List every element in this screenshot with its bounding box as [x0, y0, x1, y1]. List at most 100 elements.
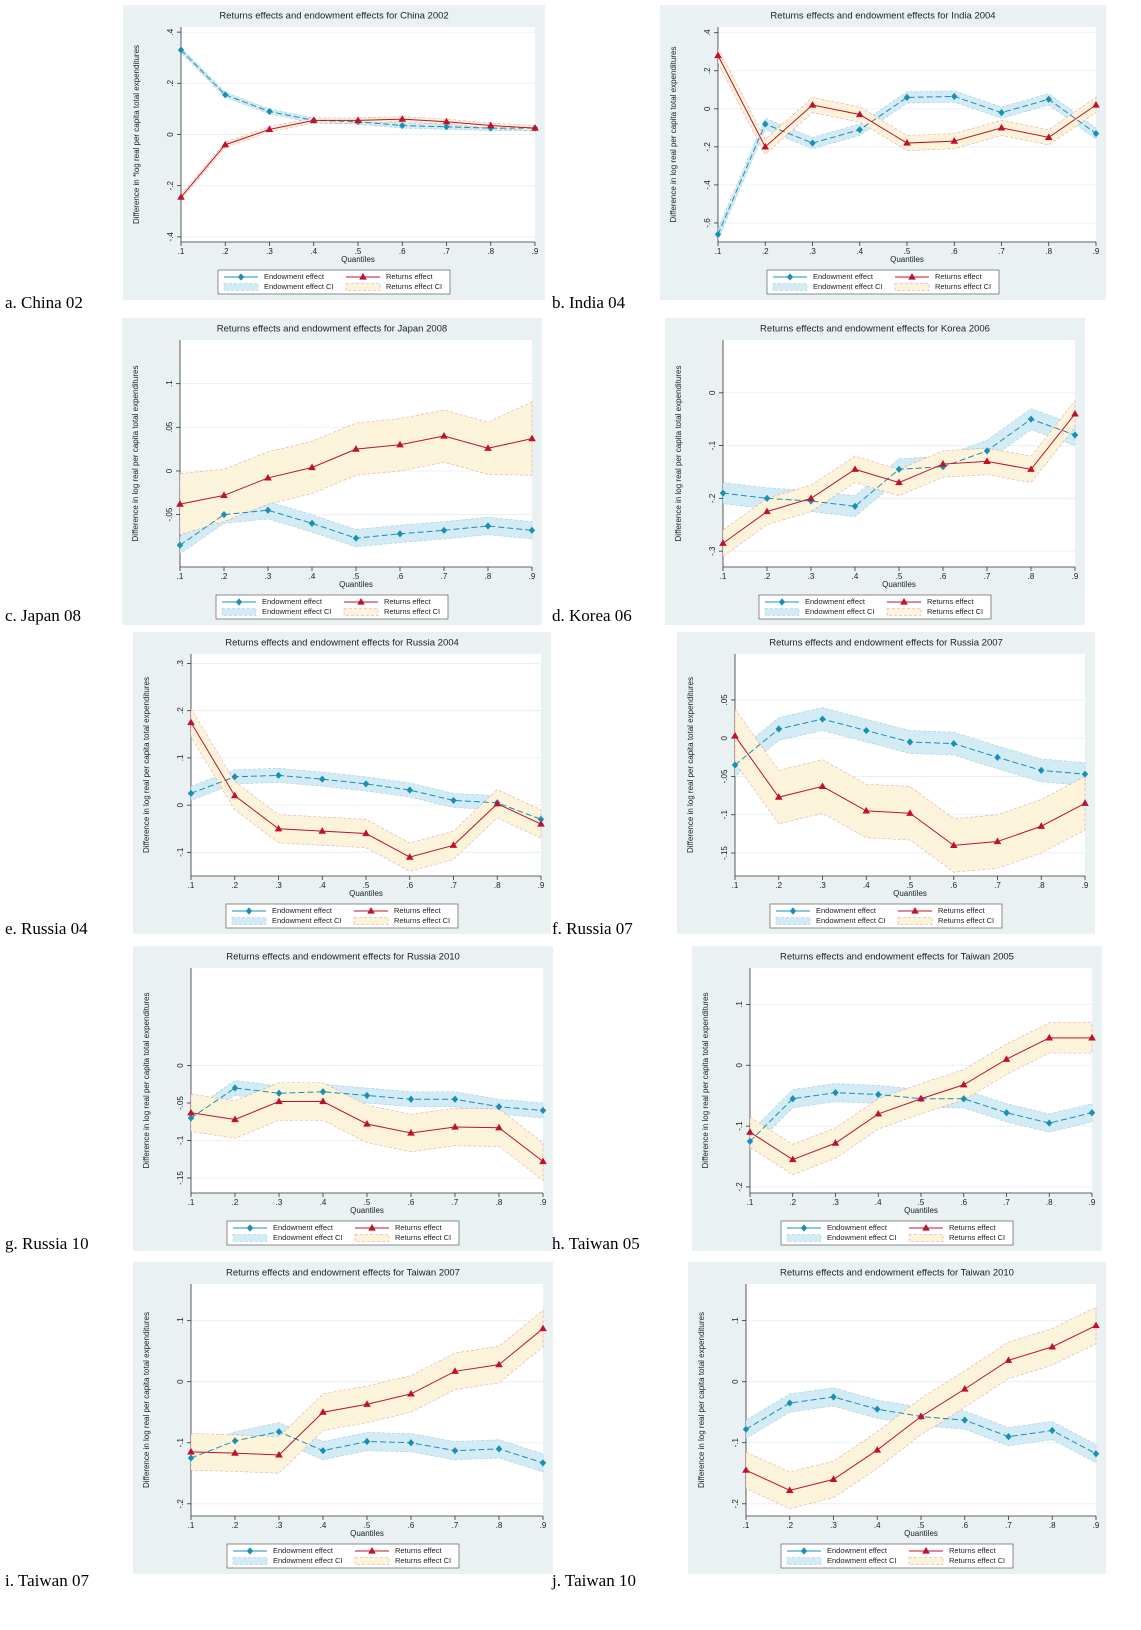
endowment-marker [950, 739, 957, 748]
x-tick-label: .1 [720, 572, 727, 581]
y-tick-label: 0 [176, 1063, 185, 1068]
returns-marker [264, 473, 272, 481]
endowment-marker [951, 92, 958, 101]
chart-title: Returns effects and endowment effects fo… [217, 324, 447, 335]
x-tick-label: .6 [950, 881, 957, 890]
ci-band [190, 1309, 544, 1474]
returns-marker [407, 1129, 415, 1136]
x-tick-label: .8 [1046, 1198, 1053, 1207]
returns-marker [761, 142, 770, 150]
returns-marker [1037, 822, 1046, 829]
legend-swatch [231, 917, 267, 925]
endowment-marker [187, 1454, 195, 1462]
chart-title: Returns effects and endowment effects fo… [769, 638, 1003, 649]
x-tick-label: .8 [496, 1521, 503, 1530]
endowment-marker [275, 1428, 283, 1436]
endowment-marker [440, 526, 448, 534]
ci-band [734, 708, 1086, 873]
returns-marker [788, 1155, 797, 1163]
returns-marker [274, 824, 283, 832]
y-tick-label: .2 [703, 67, 712, 74]
legend-label: Endowment effect [273, 1223, 334, 1232]
x-tick-label: .3 [276, 1521, 283, 1530]
x-tick-label: .4 [320, 1521, 327, 1530]
endowment-marker [450, 796, 457, 805]
y-axis-label: Difference in log real per capita total … [701, 993, 710, 1169]
returns-marker [531, 124, 539, 131]
endowment-marker [1088, 1109, 1096, 1117]
endowment-marker [1003, 1109, 1010, 1117]
returns-marker [539, 1157, 547, 1165]
legend-label: Endowment effect [805, 597, 866, 606]
returns-marker [187, 1108, 195, 1116]
chart-title: Returns effects and endowment effects fo… [225, 638, 459, 649]
endowment-marker [1005, 1433, 1012, 1441]
endowment-marker [237, 273, 245, 281]
endowment-marker [775, 725, 782, 733]
legend-swatch [343, 608, 379, 616]
chart-title: Returns effects and endowment effects fo… [780, 1268, 1014, 1279]
returns-marker [763, 507, 771, 515]
x-tick-label: .1 [177, 572, 184, 581]
endowment-marker [451, 1095, 459, 1103]
endowment-marker [176, 541, 184, 549]
legend-label: Returns effect CI [395, 1233, 451, 1242]
endowment-marker [246, 1224, 254, 1232]
y-tick-label: -.2 [703, 142, 712, 152]
returns-marker [1088, 1033, 1096, 1041]
returns-marker [950, 137, 959, 144]
endowment-marker [399, 121, 406, 130]
x-tick-label: .9 [1093, 1521, 1100, 1530]
endowment-marker [789, 1095, 796, 1103]
x-axis-label: Quantiles [890, 255, 924, 264]
endowment-marker [187, 789, 195, 797]
legend-swatch [786, 1234, 822, 1242]
y-tick-label: .05 [165, 421, 174, 433]
y-tick-label: .05 [720, 694, 729, 706]
x-tick-label: .1 [732, 881, 739, 890]
x-tick-label: .1 [715, 247, 722, 256]
returns-marker [983, 457, 991, 465]
x-tick-label: .6 [961, 1521, 968, 1530]
legend-label: Endowment effect CI [827, 1556, 896, 1565]
returns-marker [352, 445, 360, 452]
x-tick-label: .7 [450, 881, 457, 890]
returns-marker [714, 51, 722, 59]
endowment-marker [763, 494, 771, 502]
endowment-marker [266, 107, 273, 116]
x-tick-label: .8 [1038, 881, 1045, 890]
ci-band [190, 1082, 544, 1181]
chart-title: Returns effects and endowment effects fo… [780, 952, 1014, 963]
returns-marker [537, 820, 545, 827]
endowment-marker [484, 522, 492, 530]
returns-marker [917, 1094, 925, 1102]
legend-label: Returns effect [386, 272, 433, 281]
endowment-marker [998, 109, 1005, 117]
endowment-marker [1046, 1119, 1053, 1127]
x-tick-label: .5 [364, 1521, 371, 1530]
y-tick-label: 0 [166, 132, 175, 137]
returns-marker [495, 1360, 503, 1368]
legend-label: Endowment effect CI [273, 1233, 342, 1242]
legend-swatch [354, 1234, 390, 1242]
returns-marker [742, 1466, 750, 1473]
returns-marker [774, 793, 783, 800]
returns-marker [851, 465, 859, 472]
legend-label: Returns effect [395, 1223, 442, 1232]
x-tick-label: .3 [830, 1521, 837, 1530]
endowment-marker [1045, 95, 1052, 103]
x-tick-label: .9 [532, 247, 539, 256]
x-tick-label: .4 [874, 1521, 881, 1530]
legend-swatch [345, 283, 381, 291]
legend-label: Returns effect CI [386, 282, 442, 291]
endowment-marker [863, 726, 870, 735]
returns-marker [900, 598, 908, 605]
endowment-marker [786, 1399, 793, 1407]
x-tick-label: .6 [406, 881, 413, 890]
legend-swatch [223, 283, 259, 291]
returns-marker [368, 1547, 376, 1554]
returns-marker [230, 791, 239, 799]
endowment-marker [308, 519, 316, 527]
legend-label: Returns effect CI [938, 916, 994, 925]
